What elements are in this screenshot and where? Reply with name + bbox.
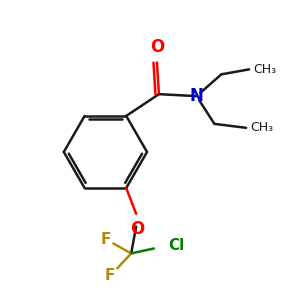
Text: O: O — [130, 220, 144, 238]
Text: CH₃: CH₃ — [253, 63, 276, 76]
Text: F: F — [100, 232, 111, 247]
Text: O: O — [150, 38, 164, 56]
Text: N: N — [190, 87, 203, 105]
Text: Cl: Cl — [168, 238, 184, 253]
Text: F: F — [104, 268, 115, 283]
Text: CH₃: CH₃ — [250, 121, 273, 134]
